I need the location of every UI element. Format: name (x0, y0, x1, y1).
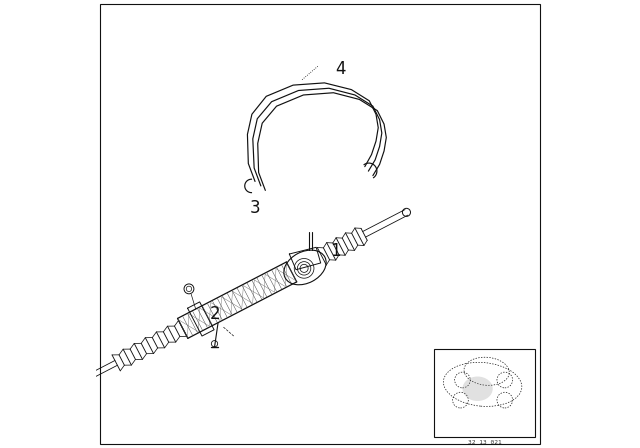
Text: 3: 3 (250, 199, 260, 217)
Ellipse shape (463, 376, 493, 401)
Text: 32 13 021: 32 13 021 (468, 440, 502, 445)
Text: 4: 4 (335, 60, 346, 78)
Bar (435, 349, 535, 437)
Text: 1: 1 (330, 242, 341, 260)
Text: 2: 2 (209, 305, 220, 323)
